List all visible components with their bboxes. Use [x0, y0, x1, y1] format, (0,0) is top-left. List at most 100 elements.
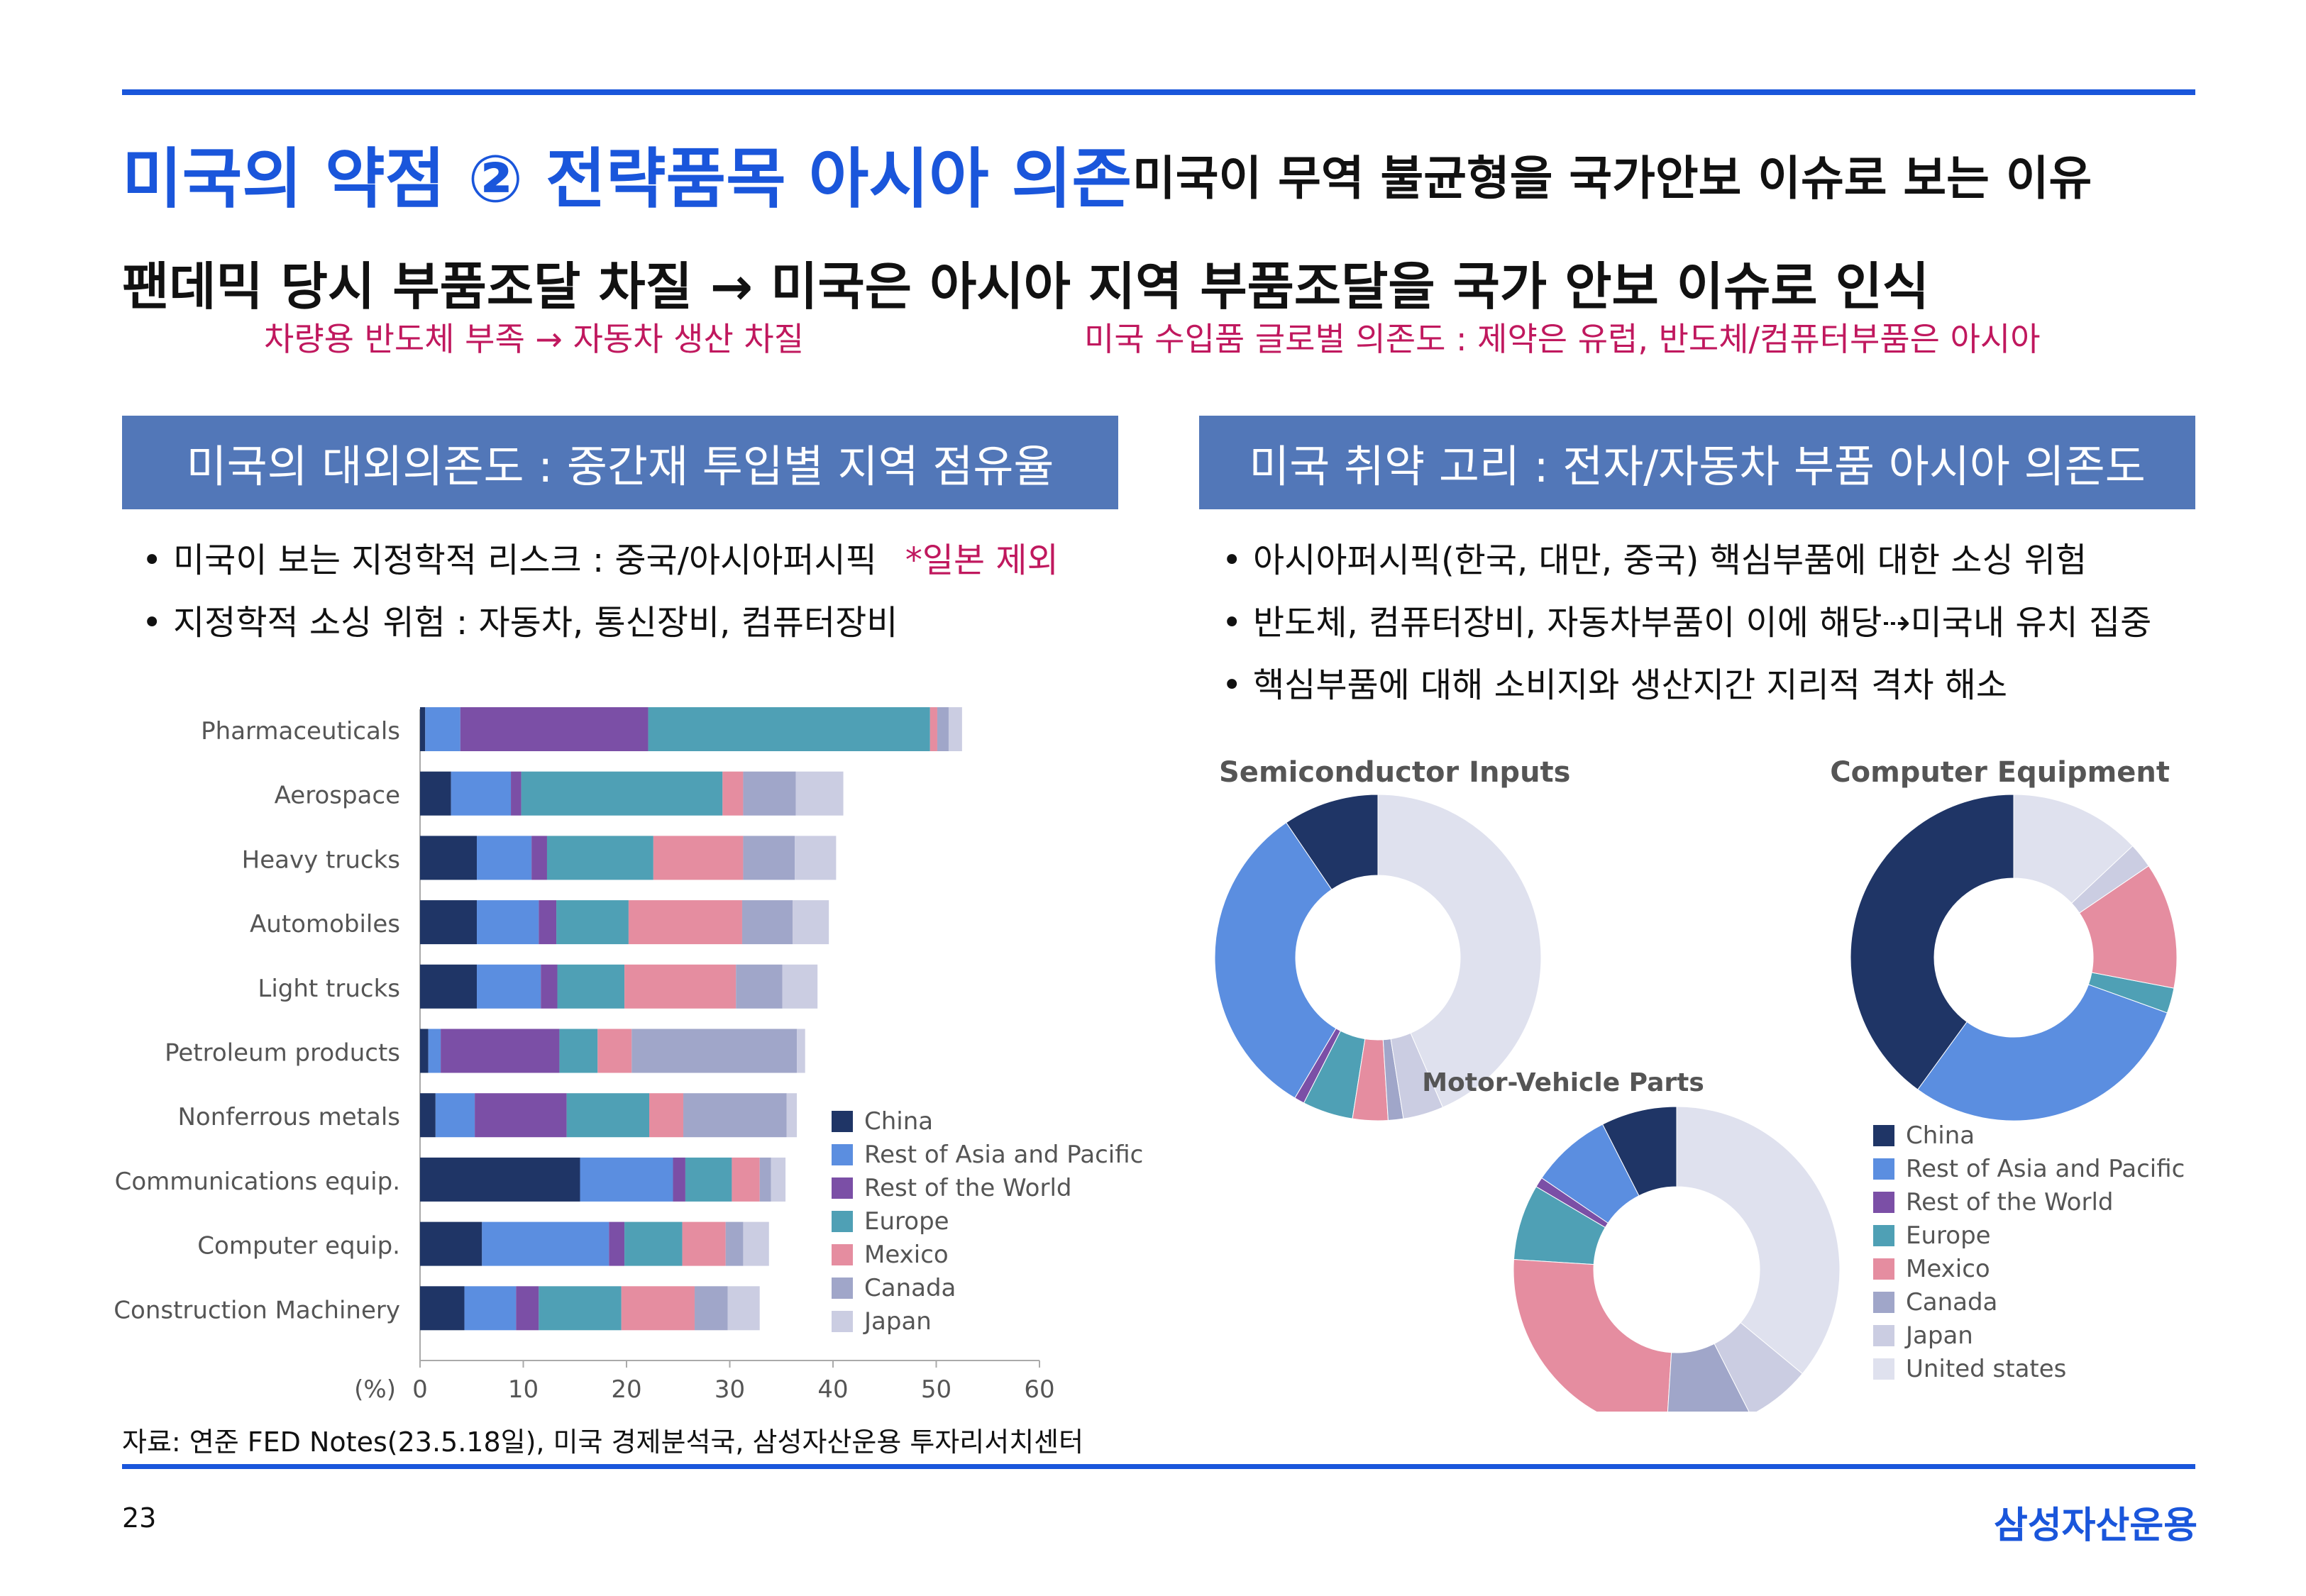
bar-construction-machinery-rest-of-the-world	[516, 1286, 539, 1331]
bar-light-trucks-china	[420, 964, 478, 1009]
left-bullet-2: • 지정학적 소싱 위험 : 자동차, 통신장비, 컴퓨터장비	[142, 594, 898, 644]
bar-aerospace-canada	[743, 771, 796, 816]
category-label-aerospace: Aerospace	[275, 782, 400, 810]
bar-construction-machinery-europe	[539, 1286, 622, 1331]
bar-automobiles-china	[420, 900, 478, 945]
bar-nonferrous-metals-canada	[683, 1093, 787, 1138]
slice-semiconductor-inputs-canada	[1382, 1038, 1404, 1121]
pie-legend-label-canada: Canada	[1906, 1288, 1997, 1317]
x-tick-label: 60	[1024, 1375, 1054, 1404]
category-label-light-trucks: Light trucks	[258, 975, 400, 1003]
slice-computer-equipment-japan	[2070, 845, 2149, 914]
bar-nonferrous-metals-rest-of-the-world	[475, 1093, 567, 1138]
category-label-construction-machinery: Construction Machinery	[114, 1296, 400, 1324]
pie-legend-swatch-canada	[1873, 1292, 1894, 1313]
bar-aerospace-mexico	[722, 771, 744, 816]
bar-computer-equip-rest-of-asia-and-pacific	[482, 1221, 609, 1266]
right-bullet-2-text: 반도체, 컴퓨터장비, 자동차부품이 이에 해당⇢미국내 유치 집중	[1253, 603, 2152, 643]
slice-motor-vehicle-parts-mexico	[1513, 1259, 1672, 1412]
slice-motor-vehicle-parts-europe	[1513, 1186, 1606, 1265]
top-rule	[122, 89, 2195, 95]
bar-petroleum-products-mexico	[597, 1029, 632, 1073]
pie-legend-label-china: China	[1906, 1121, 1975, 1150]
right-bullet-1: • 아시아퍼시픽(한국, 대만, 중국) 핵심부품에 대한 소싱 위험	[1222, 532, 2087, 582]
x-tick-label: 30	[715, 1375, 745, 1404]
bar-petroleum-products-canada	[631, 1029, 798, 1073]
left-bullet-1: • 미국이 보는 지정학적 리스크 : 중국/아시아퍼시픽 *일본 제외	[142, 532, 1059, 582]
bar-aerospace-rest-of-the-world	[511, 771, 522, 816]
bar-communications-equip-canada	[759, 1157, 771, 1202]
legend-label-europe: Europe	[864, 1207, 949, 1236]
bar-communications-equip-china	[420, 1157, 580, 1202]
slice-semiconductor-inputs-europe	[1303, 1030, 1366, 1119]
pie-legend-swatch-rest-of-asia-and-pacific	[1873, 1158, 1894, 1180]
bar-light-trucks-canada	[736, 964, 783, 1009]
legend-swatch-rest-of-the-world	[832, 1177, 853, 1199]
category-label-pharmaceuticals: Pharmaceuticals	[201, 717, 400, 746]
note-left: 차량용 반도체 부족 → 자동차 생산 차질	[264, 320, 805, 358]
slice-motor-vehicle-parts-canada	[1667, 1343, 1750, 1412]
bar-automobiles-rest-of-the-world	[539, 900, 557, 945]
x-tick-label: 0	[412, 1375, 428, 1404]
slice-semiconductor-inputs-rest-of-asia-and-pacific	[1214, 822, 1337, 1099]
bar-automobiles-europe	[556, 900, 629, 945]
slice-semiconductor-inputs-china	[1286, 794, 1379, 890]
bar-nonferrous-metals-mexico	[649, 1093, 684, 1138]
bar-communications-equip-rest-of-asia-and-pacific	[580, 1157, 673, 1202]
x-tick-label: 20	[611, 1375, 641, 1404]
pie-legend-label-japan: Japan	[1904, 1321, 1973, 1350]
bar-computer-equip-canada	[725, 1221, 744, 1266]
legend-label-canada: Canada	[864, 1274, 956, 1302]
bar-communications-equip-europe	[685, 1157, 732, 1202]
bar-pharmaceuticals-rest-of-asia-and-pacific	[425, 707, 460, 751]
bottom-rule	[122, 1464, 2195, 1469]
bar-nonferrous-metals-japan	[786, 1093, 798, 1138]
category-label-heavy-trucks: Heavy trucks	[242, 846, 400, 874]
slice-computer-equipment-rest-of-asia-and-pacific	[1917, 984, 2168, 1121]
bar-nonferrous-metals-europe	[566, 1093, 650, 1138]
bar-construction-machinery-canada	[695, 1286, 728, 1331]
bar-heavy-trucks-china	[420, 836, 478, 880]
bar-construction-machinery-rest-of-asia-and-pacific	[464, 1286, 517, 1331]
right-bullet-1-text: 아시아퍼시픽(한국, 대만, 중국) 핵심부품에 대한 소싱 위험	[1253, 541, 2087, 580]
slice-motor-vehicle-parts-rest-of-the-world	[1535, 1177, 1609, 1229]
bar-automobiles-japan	[793, 900, 829, 945]
bar-construction-machinery-mexico	[621, 1286, 695, 1331]
x-tick-label: 10	[508, 1375, 539, 1404]
pie-legend-swatch-japan	[1873, 1325, 1894, 1346]
pie-legend-label-rest-of-asia-and-pacific: Rest of Asia and Pacific	[1906, 1155, 2185, 1183]
bullet-dot: •	[142, 541, 162, 580]
bullet-dot: •	[1222, 665, 1242, 705]
right-bullet-3-text: 핵심부품에 대해 소비지와 생산지간 지리적 격차 해소	[1253, 665, 2008, 705]
page-number: 23	[122, 1502, 157, 1534]
bar-nonferrous-metals-china	[420, 1093, 436, 1138]
legend-swatch-canada	[832, 1278, 853, 1299]
pie-legend-label-europe: Europe	[1906, 1221, 1991, 1250]
bullet-dot: •	[1222, 541, 1242, 580]
slice-motor-vehicle-parts-united-states	[1676, 1106, 1841, 1375]
slice-computer-equipment-europe	[2087, 972, 2175, 1014]
bar-aerospace-rest-of-asia-and-pacific	[451, 771, 512, 816]
bar-computer-equip-europe	[624, 1221, 683, 1266]
donut-title-computer-equipment: Computer Equipment	[1830, 756, 2170, 789]
bar-petroleum-products-japan	[797, 1029, 805, 1073]
legend-label-mexico: Mexico	[864, 1241, 949, 1269]
bar-light-trucks-mexico	[624, 964, 737, 1009]
category-label-nonferrous-metals: Nonferrous metals	[177, 1103, 400, 1131]
donut-charts: Semiconductor Inputs Computer Equipment Mo…	[1214, 756, 2185, 1412]
slice-motor-vehicle-parts-china	[1601, 1106, 1677, 1197]
left-bullet-1-text: 미국이 보는 지정학적 리스크 : 중국/아시아퍼시픽	[173, 541, 877, 580]
category-label-communications-equip: Communications equip.	[115, 1168, 400, 1196]
bar-automobiles-mexico	[628, 900, 742, 945]
bar-pharmaceuticals-mexico	[929, 707, 937, 751]
slice-semiconductor-inputs-united-states	[1377, 794, 1542, 1108]
bar-computer-equip-rest-of-the-world	[609, 1221, 625, 1266]
legend-swatch-japan	[832, 1311, 853, 1332]
donut-title-semiconductor-inputs: Semiconductor Inputs	[1219, 756, 1570, 789]
bar-computer-equip-china	[420, 1221, 482, 1266]
bar-light-trucks-japan	[782, 964, 818, 1009]
bar-communications-equip-mexico	[732, 1157, 760, 1202]
bar-automobiles-canada	[741, 900, 793, 945]
bar-computer-equip-mexico	[682, 1221, 726, 1266]
bar-petroleum-products-europe	[559, 1029, 598, 1073]
